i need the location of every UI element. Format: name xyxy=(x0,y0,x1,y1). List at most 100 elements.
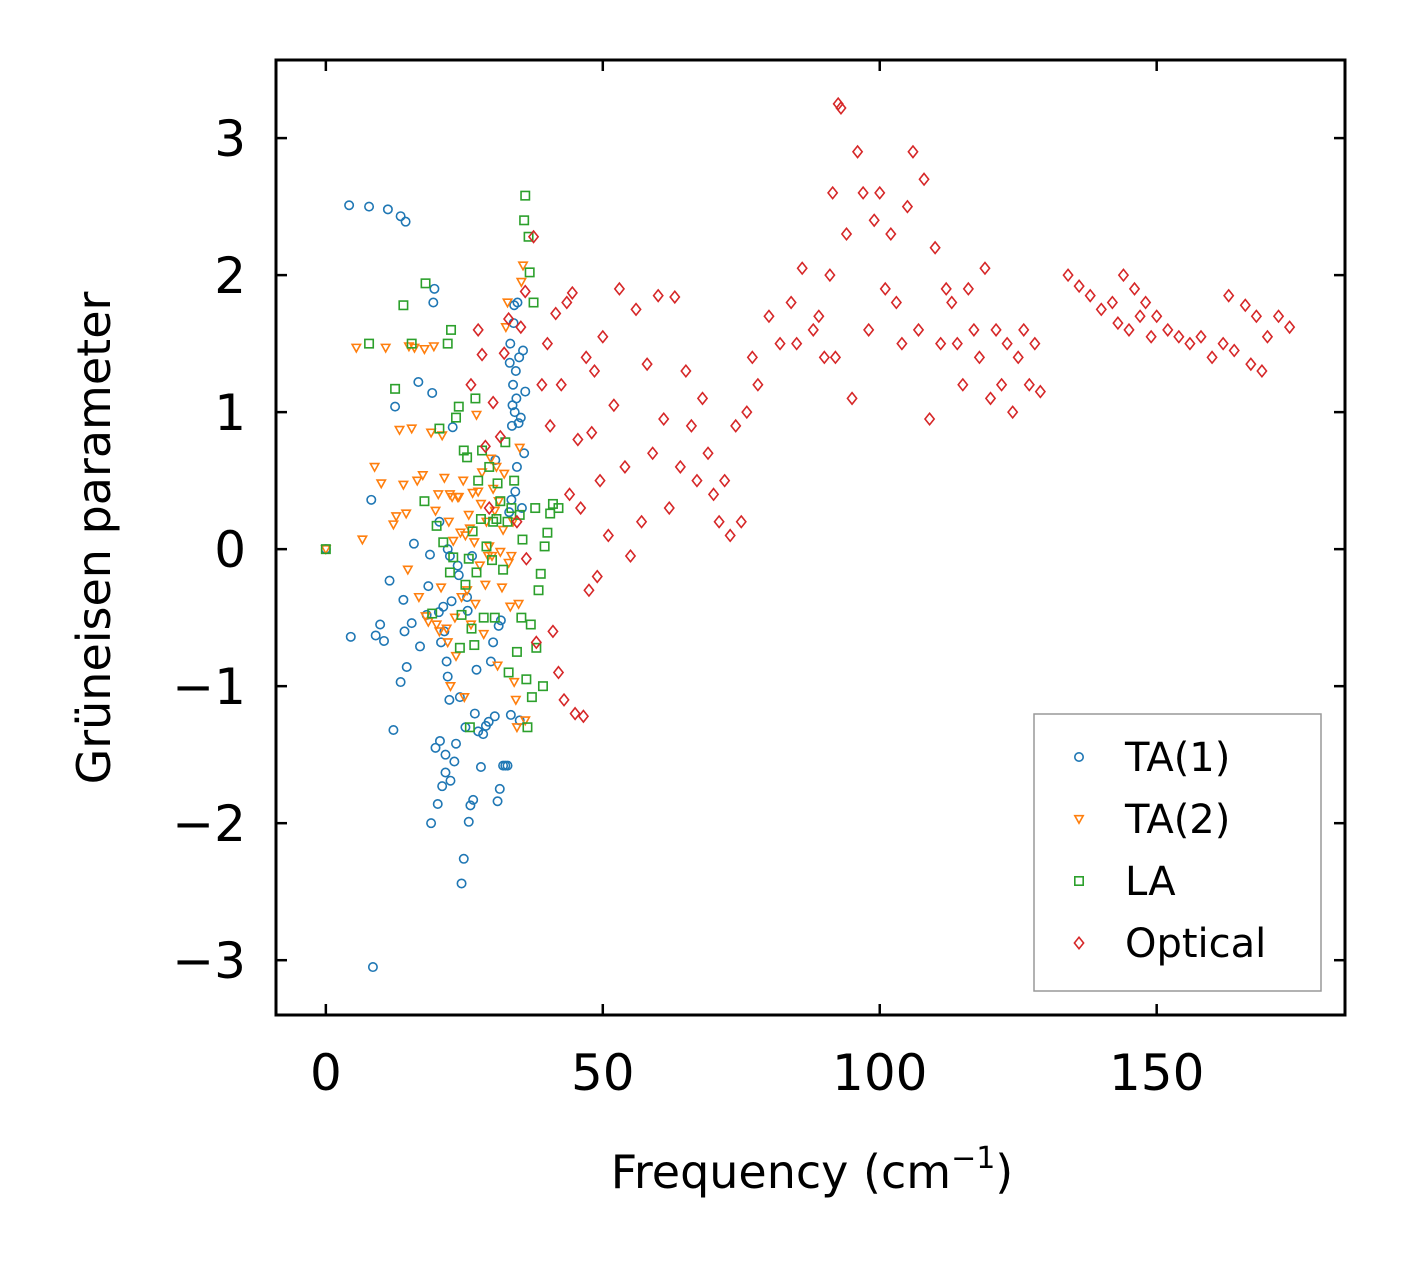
data-point xyxy=(432,490,444,501)
data-point xyxy=(1145,329,1157,344)
data-point xyxy=(807,322,819,337)
x-tick-label: 150 xyxy=(1109,1044,1204,1102)
data-point xyxy=(1206,350,1218,365)
data-point xyxy=(868,213,880,228)
data-point xyxy=(719,473,731,488)
y-tick-labels: −3 −2 −1 0 1 2 3 xyxy=(172,110,246,990)
data-point xyxy=(1123,322,1135,337)
data-point xyxy=(946,295,958,310)
data-point xyxy=(851,144,864,159)
data-point xyxy=(406,338,417,349)
data-point xyxy=(511,646,522,657)
legend-label: TA(1) xyxy=(1124,735,1230,781)
data-point xyxy=(569,706,581,721)
data-point xyxy=(517,261,529,272)
data-point xyxy=(411,476,423,487)
data-point xyxy=(791,336,803,351)
data-point xyxy=(320,544,331,555)
data-point xyxy=(420,278,431,289)
data-point xyxy=(471,567,482,578)
data-point xyxy=(406,618,417,629)
data-point xyxy=(1084,288,1096,303)
data-point xyxy=(835,100,847,115)
data-point xyxy=(635,514,648,529)
data-point xyxy=(395,211,406,222)
data-point xyxy=(1095,302,1107,317)
legend-entry: TA(2) xyxy=(1073,797,1230,843)
data-point xyxy=(923,411,936,427)
data-point xyxy=(685,418,698,433)
data-point xyxy=(364,338,375,349)
data-point xyxy=(1217,336,1229,351)
data-point xyxy=(527,229,540,244)
data-point xyxy=(439,626,450,637)
data-point xyxy=(438,473,450,484)
data-point xyxy=(437,781,448,792)
data-point xyxy=(735,514,747,529)
data-point xyxy=(487,395,499,410)
data-point xyxy=(510,366,521,377)
data-point xyxy=(502,760,513,771)
data-point xyxy=(447,536,459,547)
data-point xyxy=(785,295,797,310)
data-point xyxy=(509,475,520,486)
data-point xyxy=(456,878,467,889)
data-point xyxy=(447,422,458,433)
data-point xyxy=(513,418,524,429)
y-axis-label: Grüneisen parameter xyxy=(67,291,121,784)
data-point xyxy=(619,459,631,474)
data-point xyxy=(525,619,536,630)
y-tick-label: 0 xyxy=(214,521,246,579)
data-point xyxy=(874,185,886,200)
data-point xyxy=(545,508,556,519)
legend-label: TA(2) xyxy=(1124,797,1230,843)
data-point xyxy=(530,503,541,514)
data-point xyxy=(510,695,522,706)
data-point xyxy=(428,342,440,353)
data-point xyxy=(344,200,355,211)
data-point xyxy=(520,551,532,566)
data-point xyxy=(455,592,468,603)
data-point xyxy=(367,962,378,973)
data-point xyxy=(484,461,495,472)
data-point xyxy=(517,534,528,545)
data-point xyxy=(489,612,500,623)
data-point xyxy=(968,322,980,337)
data-point xyxy=(1073,279,1085,294)
data-point xyxy=(379,635,390,646)
data-point xyxy=(442,338,453,349)
data-point xyxy=(442,638,454,649)
legend-label: Optical xyxy=(1125,921,1266,967)
data-point xyxy=(1239,298,1251,313)
data-point xyxy=(504,357,515,368)
data-point xyxy=(469,599,481,610)
data-point xyxy=(1151,309,1163,324)
data-point xyxy=(417,470,429,482)
data-point xyxy=(594,473,606,488)
data-point xyxy=(458,853,469,864)
data-point xyxy=(912,322,925,337)
data-point xyxy=(470,410,483,421)
data-point xyxy=(462,452,473,463)
x-tick-label: 50 xyxy=(571,1044,635,1102)
data-point xyxy=(390,401,401,412)
data-point xyxy=(438,601,449,612)
data-point xyxy=(536,377,548,392)
data-point xyxy=(465,377,477,392)
data-point xyxy=(431,620,443,631)
data-point xyxy=(475,514,486,525)
data-point xyxy=(400,216,411,227)
data-point xyxy=(503,558,515,569)
data-point xyxy=(512,297,523,308)
data-point xyxy=(345,631,356,642)
data-point xyxy=(470,393,481,404)
data-point xyxy=(505,338,516,349)
data-point xyxy=(494,783,505,794)
data-point xyxy=(467,488,479,499)
data-point xyxy=(552,665,565,680)
data-point xyxy=(537,681,548,692)
data-point xyxy=(663,501,675,516)
data-point xyxy=(408,538,419,549)
data-point xyxy=(818,350,830,365)
